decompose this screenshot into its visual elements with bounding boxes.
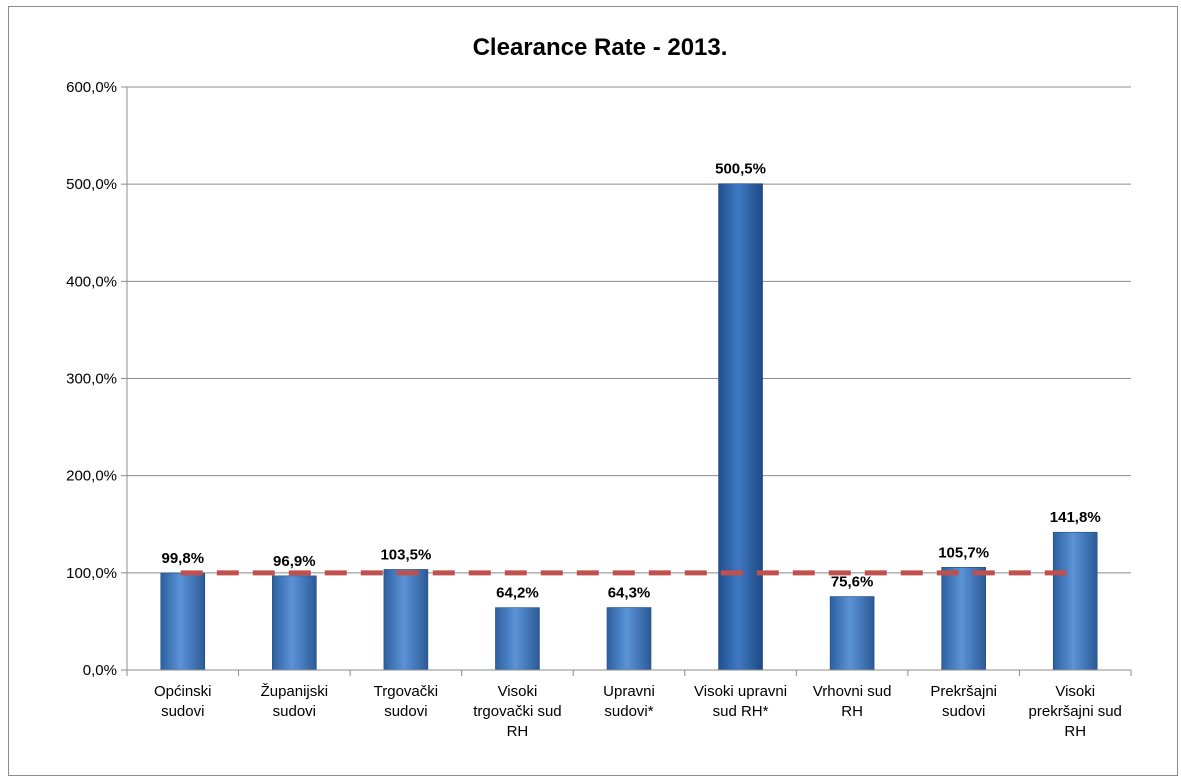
data-label: 75,6% (831, 574, 874, 591)
bars (160, 183, 1098, 671)
data-label: 141,8% (1050, 509, 1101, 526)
bar (829, 596, 875, 671)
data-label: 64,2% (496, 585, 539, 602)
bar (1052, 531, 1098, 671)
bar (941, 566, 986, 671)
data-label: 96,9% (273, 553, 316, 570)
chart-title: Clearance Rate - 2013. (473, 34, 728, 61)
data-label: 64,3% (608, 585, 651, 602)
bar-chart: Clearance Rate - 2013. 0,0% 100,0% 200,0% 3… (66, 34, 1132, 740)
y-axis: 0,0% 100,0% 200,0% 300,0% 400,0% 500,0% 600,0% (66, 79, 128, 679)
x-tick-label: Općinski sudovi (154, 683, 212, 720)
bar (272, 575, 317, 671)
y-tick-label: 100,0% (66, 565, 117, 582)
data-label: 105,7% (938, 544, 989, 561)
x-tick-label: Visoki trgovački sud RH (473, 683, 561, 740)
y-tick-label: 0,0% (83, 662, 117, 679)
x-tick-label: Prekršajni sudovi (930, 683, 997, 720)
bar (495, 607, 540, 671)
bar (160, 572, 206, 671)
x-tick-label: Trgovački sudovi (374, 683, 438, 720)
y-tick-label: 500,0% (66, 176, 117, 193)
y-tick-label: 200,0% (66, 468, 117, 485)
x-tick-label: Upravni sudovi* (603, 683, 655, 720)
y-tick-label: 400,0% (66, 273, 117, 290)
x-axis: Općinski sudovi Županijski sudovi Trgovački s… (126, 669, 1132, 740)
x-tick-label: Županijski sudovi (261, 683, 329, 720)
data-label: 99,8% (162, 550, 205, 567)
data-label: 500,5% (715, 161, 766, 178)
data-label: 103,5% (380, 546, 431, 563)
bar (606, 607, 652, 671)
y-tick-label: 600,0% (66, 79, 117, 96)
x-tick-label: Visoki upravni sud RH* (694, 683, 787, 720)
bar (718, 183, 763, 671)
data-labels: 99,8% 96,9% 103,5% 64,2% 64,3% 500,5% 75,6% 105… (162, 161, 1101, 602)
bar (383, 569, 429, 671)
y-tick-label: 300,0% (66, 371, 117, 388)
x-tick-label: Vrhovni sud RH (813, 683, 892, 720)
x-tick-label: Visoki prekršajni sud RH (1029, 683, 1122, 740)
